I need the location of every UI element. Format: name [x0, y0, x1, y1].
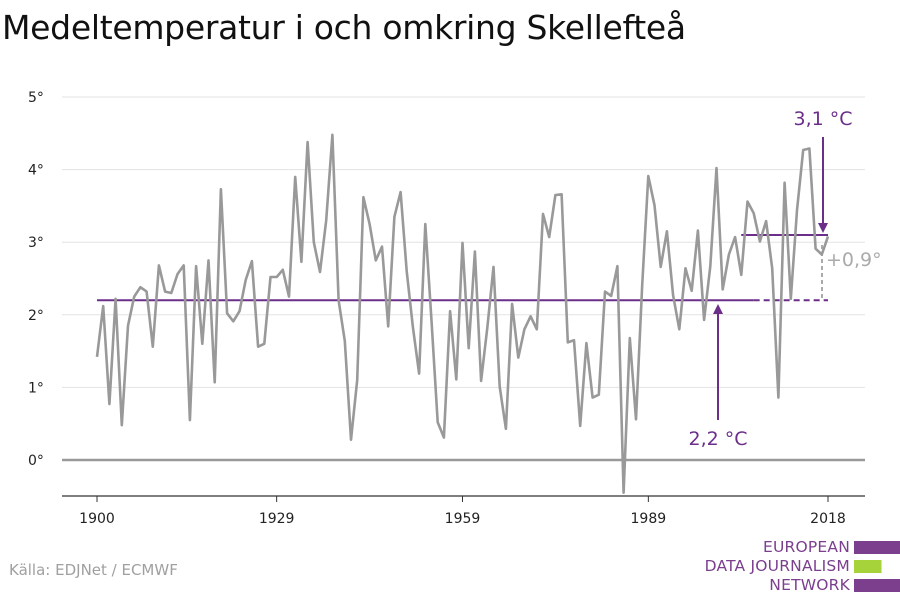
source-credit: Källa: EDJNet / ECMWF [9, 561, 178, 579]
logo-line-3: NETWORK [769, 576, 850, 594]
logo-bar-2 [854, 560, 900, 573]
y-tick-label: 3° [28, 235, 44, 251]
series-line-temperature [95, 133, 830, 495]
x-tick-label: 1900 [79, 511, 115, 527]
reference-label-recent: 3,1 °C [793, 108, 852, 130]
difference-label: +0,9° [826, 249, 882, 271]
logo-line-2: DATA JOURNALISM [704, 557, 850, 575]
y-tick-label: 5° [28, 90, 44, 106]
x-tick-label: 1989 [631, 511, 667, 527]
y-tick-label: 0° [28, 453, 44, 469]
reference-label-long-term: 2,2 °C [688, 428, 747, 450]
arrow-up-head [713, 304, 723, 314]
logo-line-1: EUROPEAN [762, 538, 850, 556]
chart-title: Medeltemperatur i och omkring Skellefteå [2, 8, 686, 47]
logo-bar-3 [854, 579, 900, 592]
x-tick-label: 1929 [259, 511, 295, 527]
logo-bar-1 [854, 541, 900, 554]
y-tick-label: 4° [28, 163, 44, 179]
arrow-down-head [818, 223, 828, 233]
x-tick-label: 2018 [810, 511, 846, 527]
y-tick-label: 2° [28, 308, 44, 324]
y-tick-label: 1° [28, 380, 44, 396]
x-tick-label: 1959 [445, 511, 481, 527]
edjnet-logo: EUROPEAN DATA JOURNALISM NETWORK [700, 539, 900, 595]
